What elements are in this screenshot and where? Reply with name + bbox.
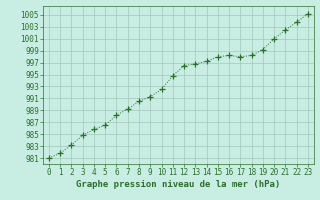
X-axis label: Graphe pression niveau de la mer (hPa): Graphe pression niveau de la mer (hPa) — [76, 180, 281, 189]
